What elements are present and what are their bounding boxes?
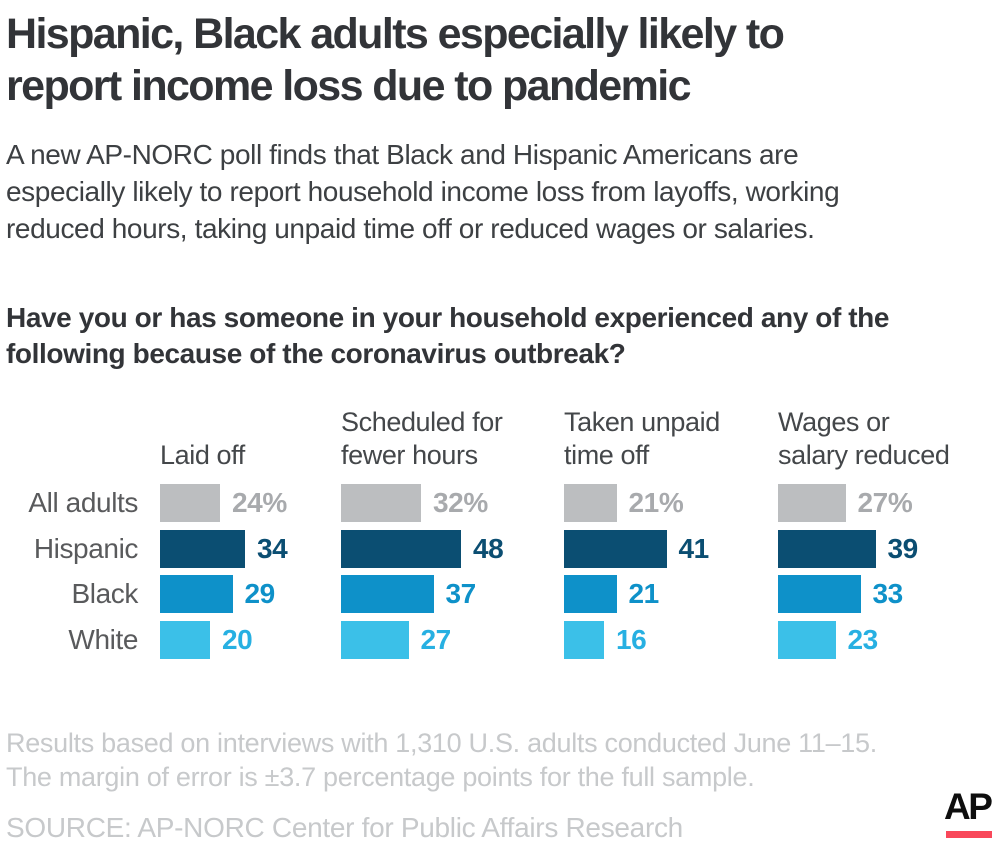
- bar-value: 29: [244, 578, 276, 609]
- bar: [778, 621, 836, 659]
- bar-value: 24%: [232, 487, 287, 518]
- bar: [778, 575, 861, 613]
- bar: [564, 575, 617, 613]
- bar: [564, 484, 617, 522]
- bar: [341, 484, 421, 522]
- bar: [564, 621, 604, 659]
- row-label-white: White: [68, 624, 138, 655]
- bar-value: 48: [473, 533, 504, 564]
- bar-value: 20: [222, 624, 253, 655]
- bar: [564, 530, 667, 568]
- survey-question: Have you or has someone in your househol…: [6, 302, 890, 369]
- bar-value: 39: [887, 533, 919, 564]
- page-title: Hispanic, Black adults especially likely…: [6, 10, 785, 110]
- column-header-2: Scheduled for fewer hours: [341, 407, 503, 470]
- subtitle: A new AP-NORC poll finds that Black and …: [6, 139, 840, 244]
- ap-logo: AP: [944, 786, 993, 827]
- bar: [778, 530, 876, 568]
- bar: [341, 575, 434, 613]
- bar: [341, 530, 461, 568]
- bar-value: 33: [872, 578, 904, 609]
- bar-value: 16: [616, 624, 647, 655]
- bar-value: 21: [628, 578, 660, 609]
- chart: Laid off Scheduled for fewer hours Taken u…: [0, 395, 1000, 675]
- bar: [778, 484, 846, 522]
- bar-value: 37: [445, 578, 477, 609]
- bar: [160, 530, 245, 568]
- bar: [160, 575, 233, 613]
- bar: [341, 621, 409, 659]
- column-header-3: Taken unpaid time off: [564, 407, 720, 470]
- methodology-note: Results based on interviews with 1,310 U…: [6, 728, 877, 792]
- row-label-all-adults: All adults: [28, 487, 138, 518]
- source-line: SOURCE: AP-NORC Center for Public Affair…: [6, 812, 683, 843]
- bar-value: 27%: [857, 487, 913, 518]
- bar: [160, 484, 220, 522]
- bar-value: 32%: [433, 487, 488, 518]
- column-header-1: Laid off: [160, 440, 245, 470]
- bar-value: 21%: [628, 487, 684, 518]
- bar-value: 41: [678, 533, 710, 564]
- row-label-hispanic: Hispanic: [33, 533, 139, 564]
- bar-value: 34: [257, 533, 288, 564]
- row-label-black: Black: [71, 578, 139, 609]
- bar-value: 27: [420, 624, 452, 655]
- ap-logo-underline: [946, 831, 992, 838]
- column-header-4: Wages or salary reduced: [778, 407, 950, 470]
- bar-value: 23: [847, 624, 879, 655]
- bar: [160, 621, 210, 659]
